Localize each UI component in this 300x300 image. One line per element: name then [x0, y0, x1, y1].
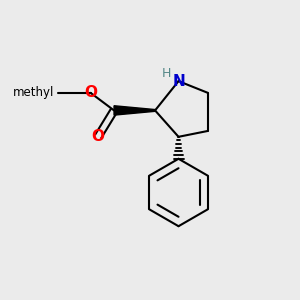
Text: methyl: methyl: [13, 86, 54, 99]
Text: H: H: [162, 67, 172, 80]
Text: O: O: [92, 129, 104, 144]
Text: N: N: [172, 74, 185, 88]
Polygon shape: [114, 106, 155, 115]
Text: O: O: [84, 85, 97, 100]
